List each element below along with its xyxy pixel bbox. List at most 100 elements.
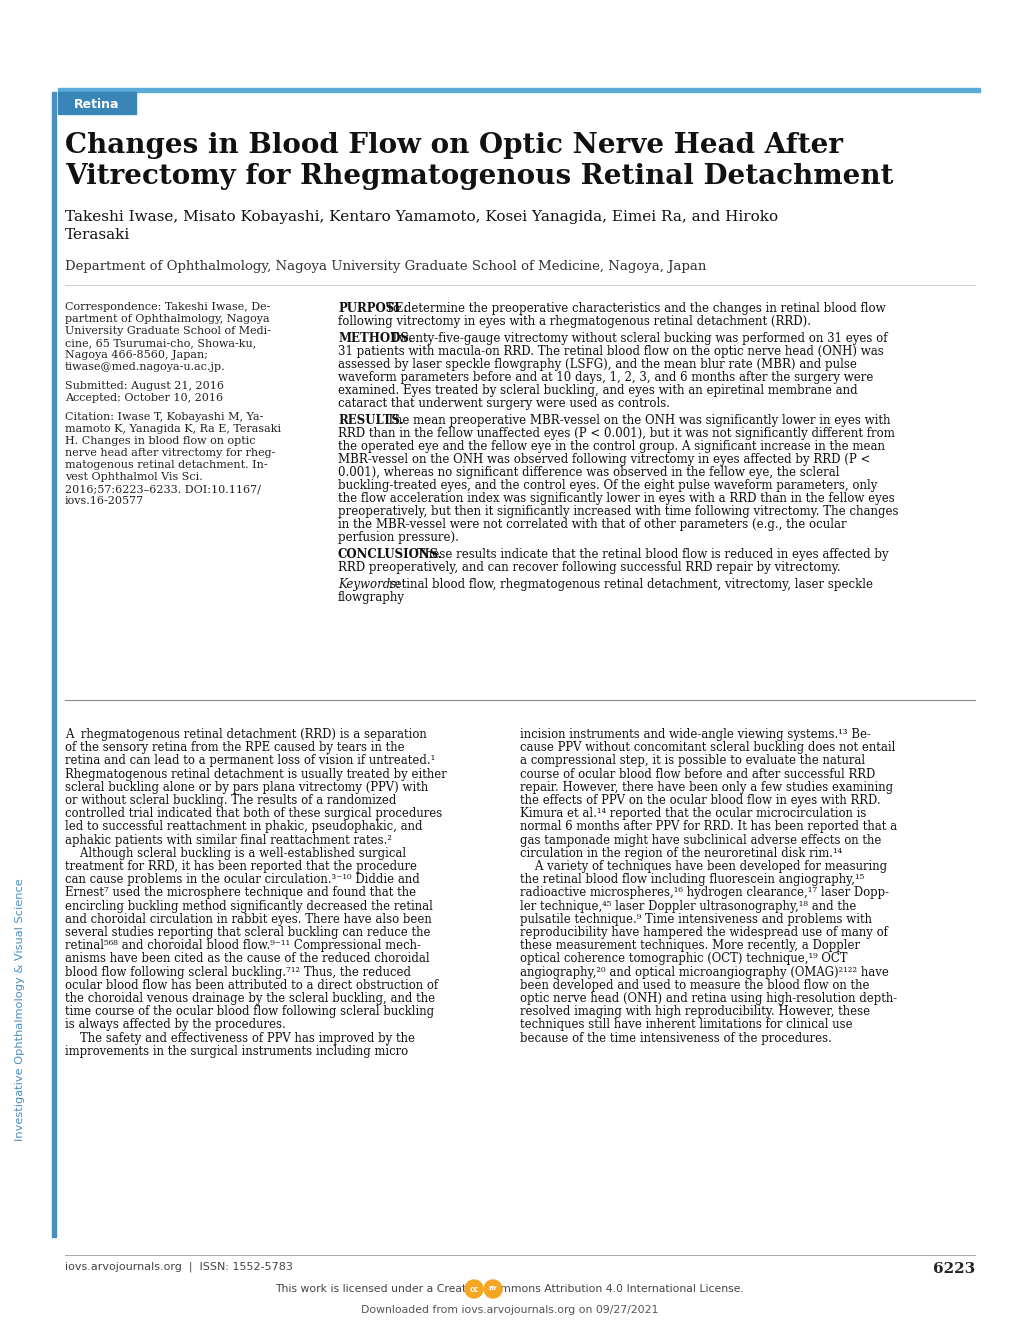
Text: is always affected by the procedures.: is always affected by the procedures.: [65, 1019, 285, 1031]
Text: examined. Eyes treated by scleral buckling, and eyes with an epiretinal membrane: examined. Eyes treated by scleral buckli…: [337, 384, 857, 397]
Text: retina and can lead to a permanent loss of vision if untreated.¹: retina and can lead to a permanent loss …: [65, 755, 435, 767]
Text: Although scleral buckling is a well-established surgical: Although scleral buckling is a well-esta…: [65, 847, 406, 859]
Text: aphakic patients with similar final reattachment rates.²: aphakic patients with similar final reat…: [65, 834, 391, 846]
Text: Twenty-five-gauge vitrectomy without scleral bucking was performed on 31 eyes of: Twenty-five-gauge vitrectomy without scl…: [390, 333, 887, 345]
Text: gas tamponade might have subclinical adverse effects on the: gas tamponade might have subclinical adv…: [520, 834, 880, 846]
Text: mamoto K, Yanagida K, Ra E, Terasaki: mamoto K, Yanagida K, Ra E, Terasaki: [65, 425, 281, 434]
Text: waveform parameters before and at 10 days, 1, 2, 3, and 6 months after the surge: waveform parameters before and at 10 day…: [337, 371, 872, 384]
Text: in the MBR-vessel were not correlated with that of other parameters (e.g., the o: in the MBR-vessel were not correlated wi…: [337, 517, 846, 531]
Text: perfusion pressure).: perfusion pressure).: [337, 531, 459, 544]
Text: the effects of PPV on the ocular blood flow in eyes with RRD.: the effects of PPV on the ocular blood f…: [520, 795, 879, 807]
Text: Retina: Retina: [74, 98, 119, 111]
Text: METHODS.: METHODS.: [337, 333, 413, 345]
Text: Takeshi Iwase, Misato Kobayashi, Kentaro Yamamoto, Kosei Yanagida, Eimei Ra, and: Takeshi Iwase, Misato Kobayashi, Kentaro…: [65, 210, 777, 224]
Text: Submitted: August 21, 2016: Submitted: August 21, 2016: [65, 381, 224, 391]
Text: The mean preoperative MBR-vessel on the ONH was significantly lower in eyes with: The mean preoperative MBR-vessel on the …: [386, 414, 890, 426]
Text: To determine the preoperative characteristics and the changes in retinal blood f: To determine the preoperative characteri…: [385, 302, 884, 315]
Text: a compressional step, it is possible to evaluate the natural: a compressional step, it is possible to …: [520, 755, 864, 767]
Text: the retinal blood flow including fluorescein angiography,¹⁵: the retinal blood flow including fluores…: [520, 874, 863, 886]
Text: Vitrectomy for Rhegmatogenous Retinal Detachment: Vitrectomy for Rhegmatogenous Retinal De…: [65, 162, 893, 190]
Text: RRD than in the fellow unaffected eyes (P < 0.001), but it was not significantly: RRD than in the fellow unaffected eyes (…: [337, 426, 894, 440]
Text: Accepted: October 10, 2016: Accepted: October 10, 2016: [65, 393, 223, 403]
Text: cause PPV without concomitant scleral buckling does not entail: cause PPV without concomitant scleral bu…: [520, 742, 895, 754]
Text: can cause problems in the ocular circulation.³⁻¹⁰ Diddie and: can cause problems in the ocular circula…: [65, 874, 420, 886]
Bar: [58, 92, 136, 114]
Bar: [58, 88, 979, 92]
Text: ocular blood flow has been attributed to a direct obstruction of: ocular blood flow has been attributed to…: [65, 979, 438, 991]
Text: circulation in the region of the neuroretinal disk rim.¹⁴: circulation in the region of the neurore…: [520, 847, 842, 859]
Text: assessed by laser speckle flowgraphy (LSFG), and the mean blur rate (MBR) and pu: assessed by laser speckle flowgraphy (LS…: [337, 358, 856, 371]
Text: controlled trial indicated that both of these surgical procedures: controlled trial indicated that both of …: [65, 808, 442, 820]
Text: Citation: Iwase T, Kobayashi M, Ya-: Citation: Iwase T, Kobayashi M, Ya-: [65, 412, 263, 422]
Text: A variety of techniques have been developed for measuring: A variety of techniques have been develo…: [520, 861, 887, 873]
Text: several studies reporting that scleral buckling can reduce the: several studies reporting that scleral b…: [65, 927, 430, 939]
Text: CONCLUSIONS.: CONCLUSIONS.: [337, 548, 442, 561]
Text: been developed and used to measure the blood flow on the: been developed and used to measure the b…: [520, 979, 868, 991]
Text: Keywords:: Keywords:: [337, 578, 399, 591]
Text: retinal⁵⁶⁸ and choroidal blood flow.⁹⁻¹¹ Compressional mech-: retinal⁵⁶⁸ and choroidal blood flow.⁹⁻¹¹…: [65, 940, 421, 952]
Text: the flow acceleration index was significantly lower in eyes with a RRD than in t: the flow acceleration index was signific…: [337, 492, 894, 506]
Text: nerve head after vitrectomy for rheg-: nerve head after vitrectomy for rheg-: [65, 449, 275, 458]
Text: because of the time intensiveness of the procedures.: because of the time intensiveness of the…: [520, 1032, 832, 1044]
Text: radioactive microspheres,¹⁶ hydrogen clearance,¹⁷ laser Dopp-: radioactive microspheres,¹⁶ hydrogen cle…: [520, 887, 889, 899]
Text: of the sensory retina from the RPE caused by tears in the: of the sensory retina from the RPE cause…: [65, 742, 405, 754]
Text: treatment for RRD, it has been reported that the procedure: treatment for RRD, it has been reported …: [65, 861, 417, 873]
Text: normal 6 months after PPV for RRD. It has been reported that a: normal 6 months after PPV for RRD. It ha…: [520, 821, 897, 833]
Text: scleral buckling alone or by pars plana vitrectomy (PPV) with: scleral buckling alone or by pars plana …: [65, 781, 428, 793]
Text: Changes in Blood Flow on Optic Nerve Head After: Changes in Blood Flow on Optic Nerve Hea…: [65, 132, 842, 158]
Text: A  rhegmatogenous retinal detachment (RRD) is a separation: A rhegmatogenous retinal detachment (RRD…: [65, 729, 426, 741]
Text: preoperatively, but then it significantly increased with time following vitrecto: preoperatively, but then it significantl…: [337, 506, 898, 517]
Text: iovs.arvojournals.org  |  ISSN: 1552-5783: iovs.arvojournals.org | ISSN: 1552-5783: [65, 1262, 292, 1272]
Text: These results indicate that the retinal blood flow is reduced in eyes affected b: These results indicate that the retinal …: [417, 548, 888, 561]
Text: cine, 65 Tsurumai-cho, Showa-ku,: cine, 65 Tsurumai-cho, Showa-ku,: [65, 338, 256, 348]
Text: repair. However, there have been only a few studies examining: repair. However, there have been only a …: [520, 781, 893, 793]
Text: H. Changes in blood flow on optic: H. Changes in blood flow on optic: [65, 437, 256, 446]
Text: optical coherence tomographic (OCT) technique,¹⁹ OCT: optical coherence tomographic (OCT) tech…: [520, 953, 847, 965]
Text: This work is licensed under a Creative Commons Attribution 4.0 International Lic: This work is licensed under a Creative C…: [275, 1284, 744, 1294]
Text: improvements in the surgical instruments including micro: improvements in the surgical instruments…: [65, 1045, 408, 1057]
Text: vest Ophthalmol Vis Sci.: vest Ophthalmol Vis Sci.: [65, 473, 203, 482]
Text: encircling buckling method significantly decreased the retinal: encircling buckling method significantly…: [65, 900, 432, 912]
Text: time course of the ocular blood flow following scleral buckling: time course of the ocular blood flow fol…: [65, 1006, 434, 1018]
Text: 0.001), whereas no significant difference was observed in the fellow eye, the sc: 0.001), whereas no significant differenc…: [337, 466, 839, 479]
Text: the operated eye and the fellow eye in the control group. A significant increase: the operated eye and the fellow eye in t…: [337, 440, 884, 453]
Text: flowgraphy: flowgraphy: [337, 591, 405, 605]
Text: anisms have been cited as the cause of the reduced choroidal: anisms have been cited as the cause of t…: [65, 953, 429, 965]
Text: cataract that underwent surgery were used as controls.: cataract that underwent surgery were use…: [337, 397, 669, 411]
Text: buckling-treated eyes, and the control eyes. Of the eight pulse waveform paramet: buckling-treated eyes, and the control e…: [337, 479, 876, 492]
Text: tiwase@med.nagoya-u.ac.jp.: tiwase@med.nagoya-u.ac.jp.: [65, 362, 225, 372]
Text: the choroidal venous drainage by the scleral buckling, and the: the choroidal venous drainage by the scl…: [65, 993, 435, 1005]
Text: or without scleral buckling. The results of a randomized: or without scleral buckling. The results…: [65, 795, 396, 807]
Text: cc: cc: [469, 1284, 478, 1294]
Text: University Graduate School of Medi-: University Graduate School of Medi-: [65, 326, 271, 337]
Text: Nagoya 466-8560, Japan;: Nagoya 466-8560, Japan;: [65, 350, 208, 360]
Text: 31 patients with macula-on RRD. The retinal blood flow on the optic nerve head (: 31 patients with macula-on RRD. The reti…: [337, 345, 882, 358]
Text: reproducibility have hampered the widespread use of many of: reproducibility have hampered the widesp…: [520, 927, 887, 939]
Text: ler technique,⁴⁵ laser Doppler ultrasonography,¹⁸ and the: ler technique,⁴⁵ laser Doppler ultrasono…: [520, 900, 856, 912]
Text: partment of Ophthalmology, Nagoya: partment of Ophthalmology, Nagoya: [65, 314, 269, 323]
Bar: [52, 92, 56, 1237]
Text: The safety and effectiveness of PPV has improved by the: The safety and effectiveness of PPV has …: [65, 1032, 415, 1044]
Text: following vitrectomy in eyes with a rhegmatogenous retinal detachment (RRD).: following vitrectomy in eyes with a rheg…: [337, 315, 810, 327]
Text: PURPOSE.: PURPOSE.: [337, 302, 407, 315]
Text: Rhegmatogenous retinal detachment is usually treated by either: Rhegmatogenous retinal detachment is usu…: [65, 768, 446, 780]
Text: iovs.16-20577: iovs.16-20577: [65, 496, 144, 507]
Text: optic nerve head (ONH) and retina using high-resolution depth-: optic nerve head (ONH) and retina using …: [520, 993, 897, 1005]
Text: pulsatile technique.⁹ Time intensiveness and problems with: pulsatile technique.⁹ Time intensiveness…: [520, 913, 871, 925]
Text: Downloaded from iovs.arvojournals.org on 09/27/2021: Downloaded from iovs.arvojournals.org on…: [361, 1305, 658, 1315]
Text: angiography,²⁰ and optical microangiography (OMAG)²¹²² have: angiography,²⁰ and optical microangiogra…: [520, 966, 888, 978]
Text: resolved imaging with high reproducibility. However, these: resolved imaging with high reproducibili…: [520, 1006, 869, 1018]
Text: Department of Ophthalmology, Nagoya University Graduate School of Medicine, Nago: Department of Ophthalmology, Nagoya Univ…: [65, 260, 706, 273]
Text: Ernest⁷ used the microsphere technique and found that the: Ernest⁷ used the microsphere technique a…: [65, 887, 416, 899]
Text: these measurement techniques. More recently, a Doppler: these measurement techniques. More recen…: [520, 940, 859, 952]
Text: Investigative Ophthalmology & Visual Science: Investigative Ophthalmology & Visual Sci…: [15, 879, 25, 1142]
Text: techniques still have inherent limitations for clinical use: techniques still have inherent limitatio…: [520, 1019, 852, 1031]
Text: blood flow following scleral buckling.⁷¹² Thus, the reduced: blood flow following scleral buckling.⁷¹…: [65, 966, 411, 978]
Text: 6223: 6223: [931, 1262, 974, 1276]
Text: and choroidal circulation in rabbit eyes. There have also been: and choroidal circulation in rabbit eyes…: [65, 913, 431, 925]
Text: incision instruments and wide-angle viewing systems.¹³ Be-: incision instruments and wide-angle view…: [520, 729, 870, 741]
Text: MBR-vessel on the ONH was observed following vitrectomy in eyes affected by RRD : MBR-vessel on the ONH was observed follo…: [337, 453, 869, 466]
Text: BY: BY: [488, 1287, 497, 1291]
Text: course of ocular blood flow before and after successful RRD: course of ocular blood flow before and a…: [520, 768, 874, 780]
Circle shape: [484, 1280, 501, 1298]
